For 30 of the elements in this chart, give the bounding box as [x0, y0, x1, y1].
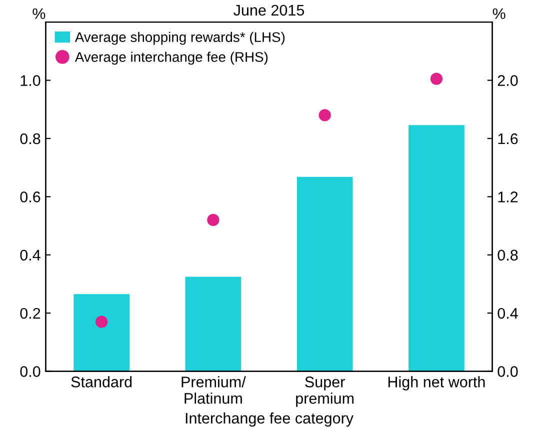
- x-tick-label: High net worth: [388, 376, 485, 390]
- y-tick-label: 0.0: [20, 366, 40, 377]
- bar: [408, 125, 464, 372]
- bar: [296, 176, 353, 372]
- x-axis-title: Interchange fee category: [186, 412, 354, 427]
- y-tick-label: 0.6: [20, 192, 40, 202]
- bar: [74, 294, 130, 372]
- legend-label: Average interchange fee (RHS): [74, 52, 268, 65]
- y-tick-label: 0.2: [20, 308, 40, 319]
- point: [318, 109, 331, 122]
- y-tick-label: 0.4: [20, 250, 40, 261]
- y-tick-label: 1.0: [20, 75, 40, 86]
- point: [95, 316, 108, 328]
- bar: [185, 276, 242, 372]
- x-tick-label: Standard: [71, 376, 132, 388]
- y2-tick-label: 0.0: [498, 366, 518, 377]
- y-axis-title: %: [32, 8, 46, 20]
- y2-tick-label: 2.0: [498, 75, 518, 86]
- y2-tick-label: 0.4: [498, 308, 518, 319]
- y2-tick-label: 1.6: [498, 133, 518, 144]
- chart-title: June 2015: [234, 4, 304, 16]
- point: [430, 72, 443, 85]
- point: [207, 214, 220, 226]
- x-tick-label: Premium/ Platinum: [182, 376, 246, 404]
- legend-label: Average shopping rewards* (LHS): [74, 32, 285, 45]
- x-tick-label: Super premium: [296, 376, 354, 407]
- y2-axis-title: %: [492, 8, 506, 20]
- y2-tick-label: 1.2: [498, 192, 518, 202]
- y-tick-label: 0.8: [20, 133, 40, 144]
- y2-tick-label: 0.8: [498, 250, 518, 261]
